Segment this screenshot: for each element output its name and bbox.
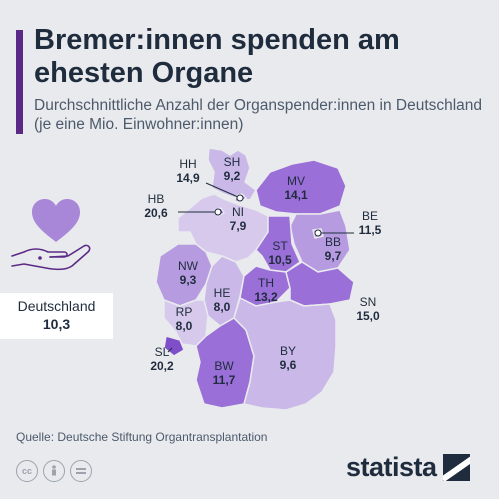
region-code-ni: NI: [232, 205, 244, 219]
region-value-st: 10,5: [268, 253, 292, 267]
region-value-sh: 9,2: [224, 169, 241, 183]
region-code-he: HE: [214, 286, 231, 300]
region-code-mv: MV: [287, 174, 305, 188]
statista-logo[interactable]: statista: [346, 452, 470, 483]
region-by: [233, 297, 337, 411]
region-value-mv: 14,1: [284, 188, 308, 202]
region-value-be: 11,5: [359, 223, 382, 237]
region-code-bb: BB: [325, 235, 341, 249]
nd-icon: [70, 460, 92, 482]
region-value-hh: 14,9: [176, 171, 200, 185]
region-code-sn: SN: [360, 295, 377, 309]
region-code-hh: HH: [179, 157, 196, 171]
statista-logo-icon: [442, 454, 470, 481]
statista-wordmark: statista: [346, 452, 437, 482]
region-value-by: 9,6: [280, 358, 297, 372]
region-code-bw: BW: [214, 359, 234, 373]
license-icons: cc: [16, 460, 92, 482]
page-subtitle: Durchschnittliche Anzahl der Organspende…: [34, 97, 483, 133]
region-value-ni: 7,9: [230, 219, 247, 233]
region-value-he: 8,0: [214, 300, 231, 314]
hand-icon: [11, 244, 91, 271]
region-code-st: ST: [272, 239, 288, 253]
region-code-be: BE: [362, 209, 378, 223]
donation-illustration: [10, 196, 100, 276]
accent-bar: [16, 30, 23, 134]
region-value-bw: 11,7: [213, 373, 236, 387]
region-value-nw: 9,3: [180, 273, 197, 287]
region-value-sn: 15,0: [356, 309, 380, 323]
region-value-hb: 20,6: [144, 206, 168, 220]
region-value-th: 13,2: [254, 290, 278, 304]
region-value-bb: 9,7: [325, 249, 342, 263]
cc-icon: cc: [16, 460, 38, 482]
source-note: Quelle: Deutsche Stiftung Organtransplan…: [16, 430, 268, 444]
region-code-th: TH: [258, 276, 274, 290]
region-code-sh: SH: [224, 155, 241, 169]
region-code-nw: NW: [178, 259, 199, 273]
region-ni: [177, 193, 269, 263]
region-value-sl: 20,2: [150, 359, 174, 373]
region-sn: [285, 261, 355, 307]
national-average-box: Deutschland 10,3: [0, 293, 113, 339]
page-title: Bremer:innen spenden am ehesten Organe: [34, 24, 400, 89]
national-average-label: Deutschland: [17, 298, 96, 314]
region-code-hb: HB: [148, 192, 165, 206]
heart-icon: [11, 199, 91, 271]
region-code-by: BY: [280, 344, 296, 358]
region-code-sl: SL: [155, 345, 170, 359]
region-value-rp: 8,0: [176, 319, 193, 333]
region-mv: [255, 159, 347, 215]
national-average-value: 10,3: [42, 316, 71, 332]
region-code-rp: RP: [176, 305, 193, 319]
by-icon: [43, 460, 65, 482]
